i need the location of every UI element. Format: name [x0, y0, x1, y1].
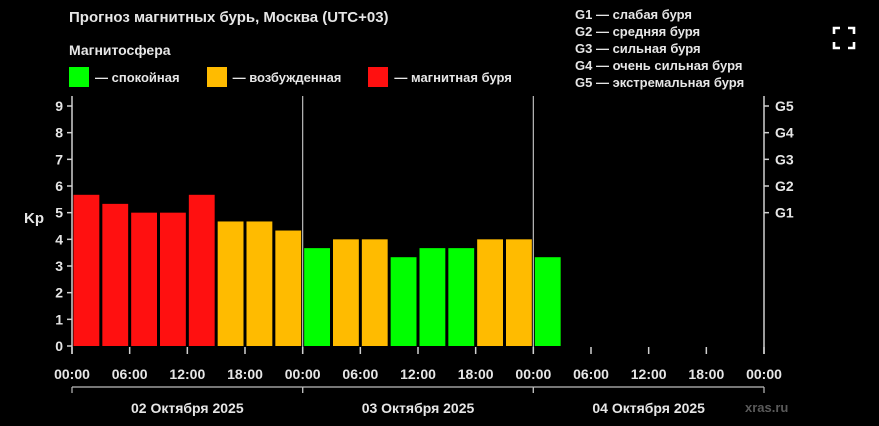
legend-swatch-storm [368, 67, 389, 87]
kp-bar-11 [390, 257, 417, 346]
storm-level-g1: G1 — слабая буря [575, 7, 693, 22]
legend-label-storm: — магнитная буря [394, 69, 512, 85]
x-tick-label-11: 18:00 [688, 366, 724, 382]
kp-bar-2 [131, 212, 157, 346]
storm-level-g2: G2 — средняя буря [575, 24, 701, 39]
day-label-2: 04 Октября 2025 [592, 400, 705, 416]
y-tick-label-3: 3 [55, 258, 63, 274]
x-tick-label-9: 06:00 [573, 366, 609, 382]
kp-bar-16 [534, 257, 561, 346]
y-tick-label-1: 1 [55, 311, 63, 327]
legend: — спокойная — возбужденная — магнитная б… [69, 66, 539, 88]
x-tick-label-4: 00:00 [285, 366, 321, 382]
y-tick-label-0: 0 [55, 338, 63, 354]
x-tick-label-2: 12:00 [169, 366, 205, 382]
kp-bar-9 [333, 239, 359, 346]
x-tick-label-8: 00:00 [515, 366, 551, 382]
storm-level-g5: G5 — экстремальная буря [575, 75, 745, 90]
kp-bar-6 [246, 221, 273, 346]
y-tick-label-4: 4 [55, 231, 63, 247]
y-tick-label-9: 9 [55, 98, 63, 114]
kp-bar-0 [73, 194, 100, 346]
kp-bar-4 [188, 194, 215, 346]
legend-label-active: — возбужденная [232, 69, 342, 85]
y-axis-title: Kp [24, 210, 44, 227]
x-tick-label-0: 00:00 [54, 366, 90, 382]
chart-title: Прогноз магнитных бурь, Москва (UTC+03) [69, 9, 389, 26]
legend-item-storm: — магнитная буря [368, 67, 512, 87]
watermark: xras.ru [745, 400, 789, 415]
kp-bar-15 [506, 239, 532, 346]
legend-item-active: — возбужденная [206, 67, 342, 87]
x-tick-label-5: 06:00 [342, 366, 378, 382]
y-tick-label-7: 7 [55, 151, 63, 167]
x-tick-label-1: 06:00 [112, 366, 148, 382]
legend-item-quiet: — спокойная [69, 67, 180, 87]
storm-level-list: G1 — слабая буря G2 — средняя буря G3 — … [575, 6, 744, 91]
kp-bar-14 [477, 239, 503, 346]
legend-heading: Магнитосфера [69, 42, 171, 58]
x-tick-label-6: 12:00 [400, 366, 436, 382]
y-tick-label-8: 8 [55, 125, 63, 141]
legend-label-quiet: — спокойная [95, 69, 180, 85]
day-label-0: 02 Октября 2025 [131, 400, 244, 416]
storm-level-g4: G4 — очень сильная буря [575, 58, 743, 73]
kp-bar-1 [102, 203, 129, 346]
kp-bar-10 [361, 239, 388, 346]
y-tick-label-6: 6 [55, 178, 63, 194]
x-tick-label-12: 00:00 [746, 366, 782, 382]
day-label-1: 03 Октября 2025 [362, 400, 475, 416]
x-tick-label-10: 12:00 [631, 366, 667, 382]
kp-bar-13 [448, 248, 475, 346]
g-tick-label-0: G1 [775, 205, 794, 221]
fullscreen-button[interactable] [832, 26, 856, 50]
y-tick-label-2: 2 [55, 285, 63, 301]
legend-swatch-quiet [69, 67, 89, 87]
g-tick-label-2: G3 [775, 151, 794, 167]
x-tick-label-7: 18:00 [458, 366, 494, 382]
g-tick-label-1: G2 [775, 178, 794, 194]
y-tick-label-5: 5 [55, 205, 63, 221]
x-tick-label-3: 18:00 [227, 366, 263, 382]
kp-bar-12 [419, 248, 446, 346]
kp-bar-5 [217, 221, 244, 346]
kp-bar-8 [304, 248, 330, 346]
g-tick-label-3: G4 [775, 125, 794, 141]
fullscreen-icon [832, 26, 856, 50]
g-tick-label-4: G5 [775, 98, 794, 114]
kp-bar-7 [275, 230, 302, 346]
storm-level-g3: G3 — сильная буря [575, 41, 701, 56]
legend-swatch-active [206, 67, 227, 87]
kp-bar-3 [160, 212, 186, 346]
